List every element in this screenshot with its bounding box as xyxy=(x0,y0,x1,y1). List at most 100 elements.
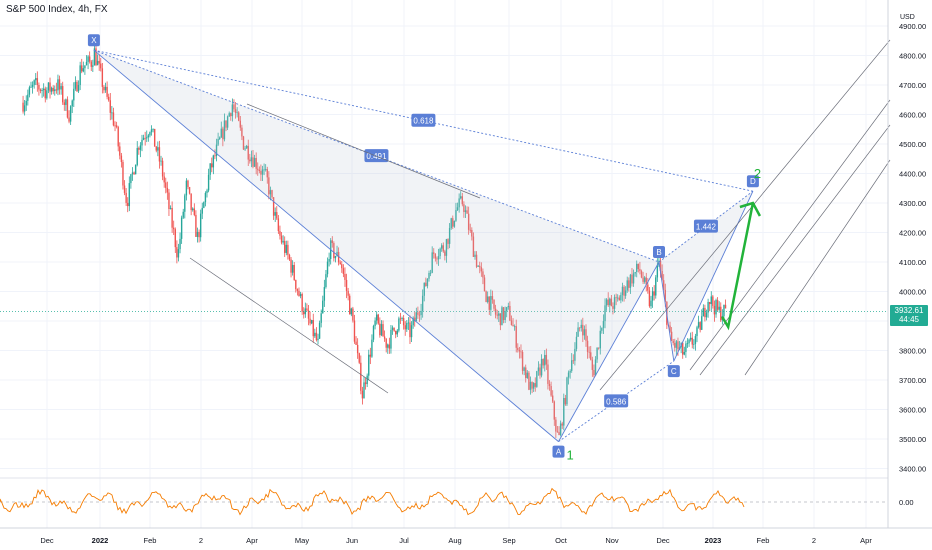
candle-body xyxy=(515,326,517,348)
chart-title: S&P 500 Index, 4h, FX xyxy=(6,4,108,15)
candle-body xyxy=(596,347,598,360)
candle-body xyxy=(42,88,45,91)
candle-body xyxy=(31,84,34,87)
candle-body xyxy=(656,265,659,278)
channel-line xyxy=(189,257,389,394)
candle-body xyxy=(58,79,61,90)
candle-body xyxy=(153,128,156,147)
candle-body xyxy=(231,104,234,117)
price-unit: USD xyxy=(900,14,915,21)
candle-body xyxy=(482,271,484,278)
candle-body xyxy=(607,299,609,306)
candle-body xyxy=(117,127,119,147)
candle-body xyxy=(426,278,429,287)
candle-body xyxy=(670,331,673,341)
candle-body xyxy=(650,300,652,307)
candle-body xyxy=(682,342,684,355)
candle-body xyxy=(263,169,265,171)
candle-body xyxy=(632,273,635,284)
ratio-label: 0.586 xyxy=(606,397,627,406)
candle-body xyxy=(147,135,150,138)
candle-body xyxy=(712,296,714,306)
candle-body xyxy=(349,295,351,315)
candle-body xyxy=(119,146,121,156)
candle-body xyxy=(101,68,104,87)
point-badge xyxy=(87,34,100,47)
candle-body xyxy=(288,254,291,260)
candle-body xyxy=(531,381,533,389)
candle-body xyxy=(344,273,346,280)
point-badge xyxy=(667,365,680,378)
candle-body xyxy=(655,277,657,296)
candle-body xyxy=(475,254,478,267)
candle-body xyxy=(74,81,77,89)
candle-body xyxy=(536,371,538,387)
channel-line xyxy=(699,124,891,376)
candle-body xyxy=(107,96,110,101)
candle-body xyxy=(466,210,468,214)
candle-body xyxy=(134,164,137,175)
candle-body xyxy=(220,128,222,138)
current-price: 3932.61 xyxy=(894,306,924,315)
candle-body xyxy=(716,300,719,310)
candle-body xyxy=(569,370,571,373)
candle-body xyxy=(620,294,622,301)
point-label: A xyxy=(556,448,562,457)
candle-body xyxy=(618,297,620,301)
candle-body xyxy=(704,307,706,318)
candle-body xyxy=(333,243,335,259)
candle-body xyxy=(206,190,208,193)
candle-body xyxy=(417,312,419,315)
price-tick-label: 3800.00 xyxy=(899,347,926,356)
candle-body xyxy=(685,343,687,352)
candle-body xyxy=(455,210,457,221)
candle-body xyxy=(436,258,438,260)
candle-body xyxy=(715,300,717,315)
candle-body xyxy=(114,125,116,127)
candle-body xyxy=(371,339,373,357)
candle-body xyxy=(696,327,698,337)
candle-body xyxy=(636,263,638,272)
candle-body xyxy=(399,318,402,320)
candle-body xyxy=(104,86,107,91)
candle-body xyxy=(387,344,389,348)
candle-body xyxy=(320,313,322,323)
candle-body xyxy=(480,267,483,272)
candle-body xyxy=(226,116,229,128)
candle-body xyxy=(50,87,53,92)
candle-body xyxy=(27,94,29,101)
candle-body xyxy=(184,195,186,212)
candle-body xyxy=(131,172,134,175)
candle-body xyxy=(609,298,611,306)
current-price-tag: 3932.61 44:45 xyxy=(890,305,928,326)
candle-body xyxy=(211,163,213,168)
candle-body xyxy=(62,86,64,103)
candle-body xyxy=(509,305,511,321)
pattern-leg xyxy=(93,49,559,442)
candle-body xyxy=(160,160,162,162)
candle-body xyxy=(36,78,39,86)
candle-body xyxy=(517,347,519,350)
candle-body xyxy=(201,207,203,214)
candle-body xyxy=(642,277,644,282)
candle-body xyxy=(440,245,443,249)
price-axis[interactable]: 4900.00 4800.00 4700.00 4600.00 4500.00 4400.… xyxy=(887,0,926,528)
candle-body xyxy=(239,120,242,128)
candle-body xyxy=(355,341,357,345)
candle-body xyxy=(218,137,221,140)
candle-body xyxy=(445,239,448,256)
candle-body xyxy=(602,321,605,328)
time-axis[interactable]: Dec 2022 Feb 2 Apr May Jun Jul Aug Sep Oct Nov Dec 20… xyxy=(0,527,932,545)
candle-body xyxy=(358,353,360,363)
candle-body xyxy=(123,185,126,193)
candle-body xyxy=(266,169,268,178)
candle-body xyxy=(312,320,314,337)
candle-body xyxy=(674,343,676,348)
candle-body xyxy=(196,231,199,237)
candle-body xyxy=(369,354,372,357)
candle-body xyxy=(150,129,153,133)
candle-body xyxy=(109,100,111,113)
candle-body xyxy=(393,327,395,331)
